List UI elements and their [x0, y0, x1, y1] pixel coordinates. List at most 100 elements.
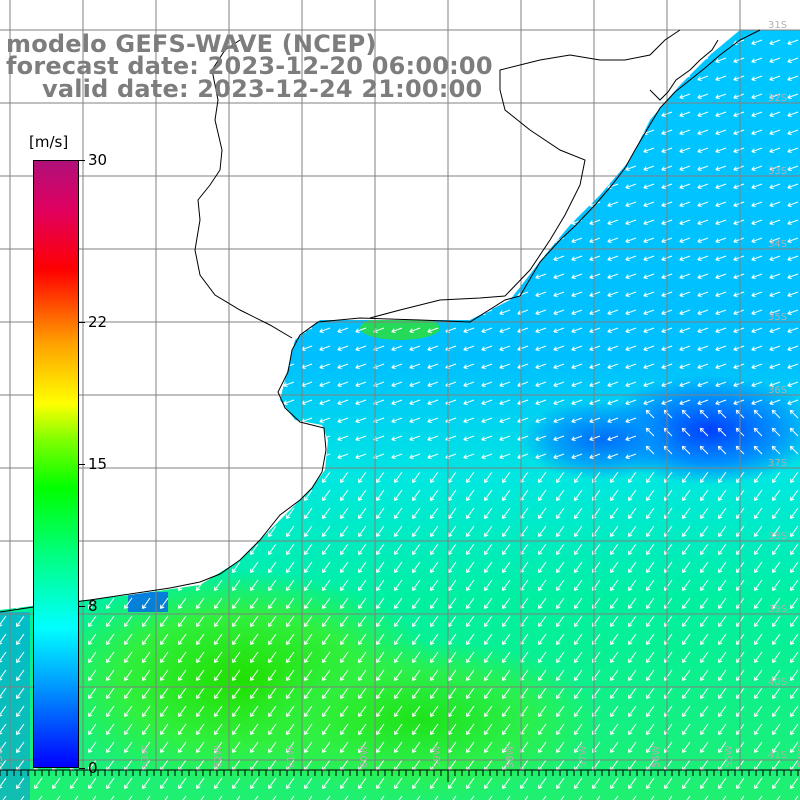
wind-arrow [304, 705, 313, 718]
wind-arrow [772, 525, 781, 538]
wind-arrow [250, 777, 259, 790]
wind-arrow [682, 723, 691, 736]
wind-arrow [682, 471, 691, 484]
wind-arrow [556, 741, 565, 754]
wind-arrow [214, 741, 223, 754]
wind-arrow [574, 489, 583, 502]
wind-arrow [88, 741, 97, 754]
wind-arrow [160, 705, 169, 718]
wind-arrow [16, 705, 25, 718]
wind-arrow [232, 669, 241, 682]
wind-arrow [376, 507, 385, 520]
wind-arrow [304, 615, 313, 628]
wind-arrow [430, 615, 439, 628]
wind-arrow [574, 579, 583, 592]
wind-arrow [538, 615, 547, 628]
wind-arrow [88, 651, 97, 664]
wind-arrow [718, 579, 727, 592]
wind-arrow [463, 453, 475, 459]
wind-arrow [751, 165, 763, 171]
wind-arrow [787, 255, 799, 261]
wind-arrow [769, 309, 781, 315]
wind-arrow [787, 57, 799, 63]
wind-arrow [790, 489, 799, 502]
wind-arrow [319, 381, 331, 387]
longitude-label: 65W [0, 745, 5, 768]
wind-arrow [124, 705, 133, 718]
wind-arrow [700, 561, 709, 574]
wind-arrow [340, 795, 349, 800]
wind-arrow [697, 399, 709, 405]
wind-arrow [754, 687, 763, 700]
wind-arrow [340, 597, 349, 610]
wind-arrow [772, 615, 781, 628]
wind-arrow [789, 427, 799, 437]
wind-arrow [232, 777, 241, 790]
wind-arrow [463, 327, 475, 333]
wind-arrow [628, 543, 637, 556]
wind-arrow [394, 543, 403, 556]
wind-arrow [754, 525, 763, 538]
wind-arrow [646, 489, 655, 502]
wind-arrow [643, 309, 655, 315]
wind-arrow [286, 705, 295, 718]
wind-arrow [340, 651, 349, 664]
wind-arrow [610, 795, 619, 800]
wind-arrow [679, 255, 691, 261]
wind-arrow [664, 471, 673, 484]
wind-arrow [769, 39, 781, 45]
wind-arrow [484, 561, 493, 574]
wind-arrow [430, 723, 439, 736]
wind-arrow [787, 327, 799, 333]
wind-arrow [337, 327, 349, 333]
wind-arrow [358, 579, 367, 592]
wind-arrow [376, 777, 385, 790]
wind-arrow [535, 453, 547, 459]
wind-arrow [142, 633, 151, 646]
wind-arrow [142, 705, 151, 718]
wind-arrow [448, 507, 457, 520]
wind-arrow [466, 525, 475, 538]
wind-arrow [268, 705, 277, 718]
wind-arrow [427, 345, 439, 351]
wind-arrow [448, 651, 457, 664]
wind-arrow [304, 507, 313, 520]
wind-arrow [790, 507, 799, 520]
wind-arrow [106, 633, 115, 646]
wind-arrow [358, 669, 367, 682]
wind-arrow [664, 687, 673, 700]
wind-arrow [394, 741, 403, 754]
wind-arrow [448, 489, 457, 502]
wind-arrow [358, 723, 367, 736]
wind-arrow [571, 273, 583, 279]
wind-arrow [355, 327, 367, 333]
wind-arrow [250, 579, 259, 592]
wind-arrow [754, 633, 763, 646]
wind-arrow [502, 561, 511, 574]
longitude-label: 63W [140, 745, 151, 768]
wind-arrow [376, 705, 385, 718]
wind-arrow [625, 273, 637, 279]
wind-arrow [250, 543, 259, 556]
wind-arrow [268, 669, 277, 682]
wind-arrow [322, 597, 331, 610]
wind-arrow [142, 615, 151, 628]
wind-arrow [772, 723, 781, 736]
wind-arrow [412, 651, 421, 664]
wind-arrow [682, 669, 691, 682]
wind-arrow [340, 471, 349, 484]
wind-arrow [790, 615, 799, 628]
colorbar-tick-mark [79, 768, 85, 769]
wind-arrow [556, 633, 565, 646]
wind-arrow [718, 651, 727, 664]
wind-arrow [283, 381, 295, 387]
wind-arrow [664, 795, 673, 800]
wind-arrow [751, 327, 763, 333]
wind-arrow [607, 255, 619, 261]
wind-arrow [502, 543, 511, 556]
wind-arrow [715, 111, 727, 117]
wind-arrow [718, 561, 727, 574]
wind-arrow [607, 363, 619, 369]
wind-arrow [610, 705, 619, 718]
wind-arrow [178, 795, 187, 800]
